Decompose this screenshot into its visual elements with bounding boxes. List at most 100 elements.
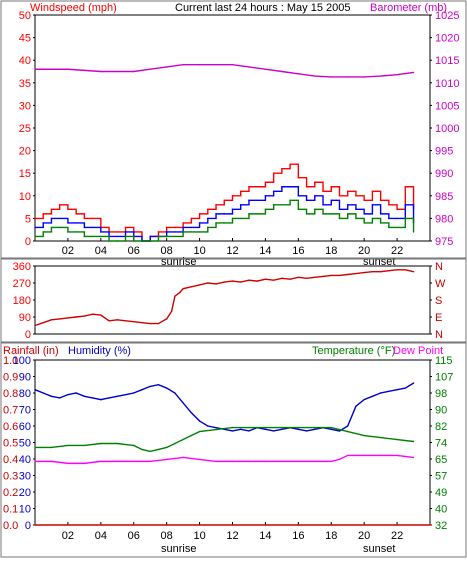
gust-line-point: [240, 190, 242, 192]
gust-line-point: [165, 226, 168, 229]
humidity-line-point: [363, 398, 365, 401]
wind-line-point: [149, 235, 151, 238]
rainfall-humidity-y-axis: 0.0 00.1 100.2 200.3 300.4 400.5 500.6 600.7 700…: [3, 355, 35, 532]
average-line-point: [108, 240, 110, 242]
gust-line-point: [338, 195, 341, 197]
barometer-line-point: [347, 76, 349, 78]
temperature-label: Temperature (°F): [312, 345, 395, 357]
direction-y-tick-label: 0: [25, 329, 31, 341]
average-line: [35, 199, 415, 242]
temperature-line-point: [157, 448, 160, 451]
humidity-x-tick-label: 04: [95, 530, 107, 542]
windspeed-label: Windspeed (mph): [30, 2, 117, 14]
barometer-line-point: [149, 68, 151, 70]
wind-y-tick-label: 0: [25, 236, 31, 248]
direction-line-point: [170, 310, 173, 313]
gust-line-point: [190, 217, 193, 220]
direction-line-point: [338, 274, 341, 277]
average-line-point: [182, 231, 184, 233]
direction-line-point: [264, 278, 267, 280]
average-line-point: [215, 222, 217, 224]
temperature-y-tick-label: 57: [435, 471, 447, 483]
humidity-x-tick-label: 16: [292, 530, 304, 542]
gust-line-point: [322, 190, 324, 192]
humidity-y-tick-label: 80: [19, 388, 31, 400]
dew-point-line-point: [412, 456, 415, 459]
direction-line-point: [42, 321, 44, 324]
gust-line-point: [297, 177, 300, 179]
wind-line-point: [248, 199, 250, 202]
direction-line-point: [157, 322, 160, 325]
direction-line-point: [108, 320, 110, 322]
rainfall-y-tick-label: 0.9: [3, 372, 18, 384]
gust-line-point: [215, 204, 217, 206]
temperature-line-point: [190, 434, 193, 437]
average-line-point: [42, 231, 44, 233]
average-line-point: [223, 222, 225, 224]
wind-line-point: [223, 213, 225, 215]
rainfall-line-point: [34, 524, 36, 526]
barometer-line-point: [100, 70, 102, 73]
chart-title: Current last 24 hours : May 15 2005: [175, 2, 350, 14]
humidity-line-point: [75, 392, 77, 394]
humidity-line-point: [91, 397, 94, 399]
humidity-line-point: [100, 398, 102, 401]
humidity-line-point: [248, 430, 250, 432]
temperature-line-point: [379, 436, 382, 439]
dewpoint-label: Dew Point: [393, 345, 443, 357]
gust-line: [35, 163, 415, 242]
gust-line-point: [198, 213, 201, 215]
plot-frame-direction: [34, 265, 431, 335]
humidity-line-point: [83, 395, 86, 397]
rainfall-y-tick-label: 0.1: [3, 504, 18, 516]
average-line-point: [34, 235, 36, 238]
average-line-point: [124, 235, 127, 238]
direction-line-point: [67, 317, 69, 319]
gust-line-point: [314, 181, 316, 183]
wind-y-tick-label: 45: [19, 33, 31, 45]
wind-line-point: [363, 213, 365, 215]
temperature-line-point: [281, 426, 283, 429]
compass-y-tick-label: W: [435, 278, 446, 290]
temperature-line: [35, 426, 414, 453]
plot-frame-wind: [34, 14, 431, 242]
temperature-line-point: [67, 444, 69, 447]
wind-y-tick-label: 35: [19, 78, 31, 90]
barometer-y-tick-label: 1010: [435, 78, 459, 90]
temperature-line-point: [198, 430, 201, 433]
average-line-point: [91, 235, 94, 238]
gust-line-point: [305, 186, 308, 188]
humidity-y-tick-label: 70: [19, 405, 31, 417]
humidity-y-tick-label: 90: [19, 372, 31, 384]
gust-line-point: [157, 231, 160, 233]
humidity-line: [34, 382, 414, 432]
plot-frame-humidity: [34, 359, 431, 526]
direction-line-point: [355, 272, 357, 275]
wind-line-point: [404, 204, 407, 206]
wind-line-point: [289, 186, 291, 188]
barometer-line-point: [297, 73, 300, 75]
wind-line-point: [91, 226, 94, 229]
dew-point-line-point: [83, 462, 86, 465]
dew-point-line-point: [67, 462, 69, 465]
humidity-line-point: [116, 395, 118, 397]
wind-line-point: [42, 222, 44, 224]
barometer-line-point: [133, 70, 135, 73]
wind-line-point: [165, 231, 168, 233]
barometer-label: Barometer (mb): [370, 2, 447, 14]
wind-line-point: [322, 204, 324, 206]
wind-line-point: [347, 204, 349, 206]
wind-line-point: [272, 190, 275, 192]
temperature-line-point: [231, 426, 234, 429]
wind-line-point: [338, 208, 341, 211]
panel-wind-barometer: [0, 0, 467, 259]
humidity-line-point: [141, 389, 143, 391]
gust-line-point: [58, 204, 61, 206]
rainfall-y-tick-label: 0.6: [3, 421, 18, 433]
direction-line-point: [141, 321, 143, 324]
humidity-x-tick-label: 14: [259, 530, 271, 542]
temperature-y-tick-label: 40: [435, 504, 447, 516]
direction-line-point: [388, 270, 390, 272]
gust-line-point: [281, 167, 283, 170]
humidity-line-point: [34, 389, 36, 391]
